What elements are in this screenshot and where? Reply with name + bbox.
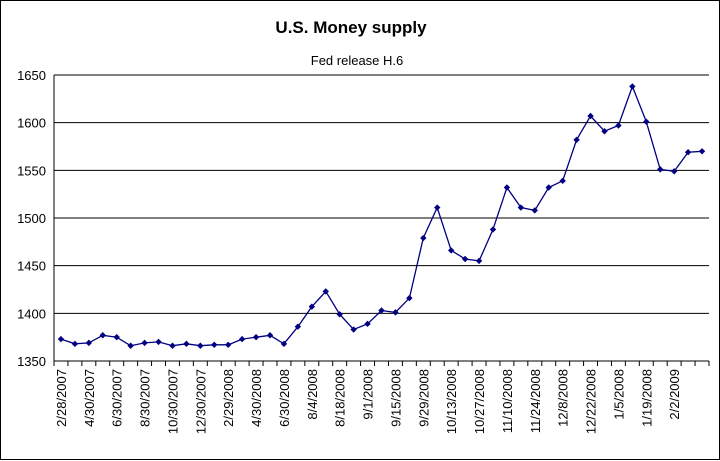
y-tick-label: 1650 xyxy=(17,68,46,83)
data-point xyxy=(350,326,357,333)
data-point xyxy=(517,204,525,211)
x-tick-label: 2/29/2008 xyxy=(221,369,236,427)
data-point xyxy=(71,340,79,348)
chart-title: U.S. Money supply xyxy=(275,18,427,37)
data-point xyxy=(489,226,497,233)
data-point xyxy=(447,247,455,254)
x-tick-label: 4/30/2008 xyxy=(249,369,264,427)
x-tick-label: 12/8/2008 xyxy=(556,369,571,427)
data-point xyxy=(238,335,246,343)
y-tick-label: 1550 xyxy=(17,163,46,178)
x-tick-label: 9/1/2008 xyxy=(361,369,376,420)
x-tick-label: 2/28/2007 xyxy=(54,369,69,427)
series-line xyxy=(60,84,703,347)
data-point xyxy=(57,335,65,343)
y-tick-label: 1450 xyxy=(17,259,46,274)
x-tick-label: 6/30/2008 xyxy=(277,369,292,427)
data-point xyxy=(545,184,552,191)
data-point xyxy=(601,128,608,135)
x-tick-label: 9/15/2008 xyxy=(388,369,403,427)
data-point xyxy=(197,342,204,349)
x-tick-label: 10/27/2008 xyxy=(472,369,487,434)
x-tick-label: 10/30/2007 xyxy=(165,369,180,434)
data-point xyxy=(587,112,594,120)
data-point xyxy=(364,320,371,328)
data-point xyxy=(225,341,232,348)
data-point xyxy=(531,207,538,214)
x-tick-label: 11/10/2008 xyxy=(500,369,515,433)
y-tick-label: 1400 xyxy=(17,306,46,321)
y-tick-label: 1350 xyxy=(17,354,46,369)
x-tick-label: 1/5/2008 xyxy=(611,369,626,420)
x-tick-label: 10/13/2008 xyxy=(444,369,459,434)
data-point xyxy=(155,338,162,346)
y-tick-label: 1500 xyxy=(17,211,46,226)
data-point xyxy=(211,341,218,348)
data-point xyxy=(336,311,343,318)
data-point xyxy=(85,339,93,347)
data-point xyxy=(113,333,120,341)
data-point xyxy=(252,333,260,341)
x-tick-label: 1/19/2008 xyxy=(639,369,654,427)
data-point xyxy=(461,255,469,263)
data-point xyxy=(434,204,441,211)
x-tick-label: 11/24/2008 xyxy=(528,369,543,433)
data-point xyxy=(503,184,511,191)
data-point xyxy=(127,342,134,349)
x-tick-label: 8/30/2007 xyxy=(138,369,153,427)
data-point xyxy=(420,234,427,242)
plot-area: 1350 1400 1450 1500 1550 1600 1650 2/28/2007 4/3… xyxy=(17,68,710,434)
x-tick-label: 8/4/2008 xyxy=(305,369,320,420)
data-point xyxy=(406,294,413,302)
data-point xyxy=(698,148,706,155)
data-point xyxy=(670,168,678,175)
x-tick-label: 12/30/2007 xyxy=(193,369,208,434)
data-point xyxy=(629,83,636,90)
x-tick-label: 2/2/2009 xyxy=(667,369,682,420)
x-tick-label: 9/29/2008 xyxy=(416,369,431,427)
data-point xyxy=(294,323,302,330)
data-point xyxy=(573,136,580,144)
x-tick-label: 8/18/2008 xyxy=(333,369,348,427)
data-point xyxy=(684,149,692,156)
data-point xyxy=(643,118,650,125)
data-point xyxy=(141,339,148,347)
data-point xyxy=(392,309,399,316)
y-tick-label: 1600 xyxy=(17,116,46,131)
x-tick-label: 12/22/2008 xyxy=(584,369,599,434)
data-point xyxy=(169,342,176,349)
data-point xyxy=(266,332,274,339)
data-point xyxy=(559,177,566,185)
data-point xyxy=(475,257,483,265)
data-point xyxy=(280,340,288,348)
data-point xyxy=(615,122,622,129)
data-point xyxy=(308,303,316,310)
data-point xyxy=(657,166,664,173)
data-point xyxy=(322,288,329,295)
x-tick-label: 4/30/2007 xyxy=(82,369,97,427)
chart-subtitle: Fed release H.6 xyxy=(311,53,404,68)
data-point xyxy=(183,340,190,348)
x-tick-label: 6/30/2007 xyxy=(110,369,125,427)
data-point xyxy=(378,307,385,314)
data-point xyxy=(99,332,106,339)
